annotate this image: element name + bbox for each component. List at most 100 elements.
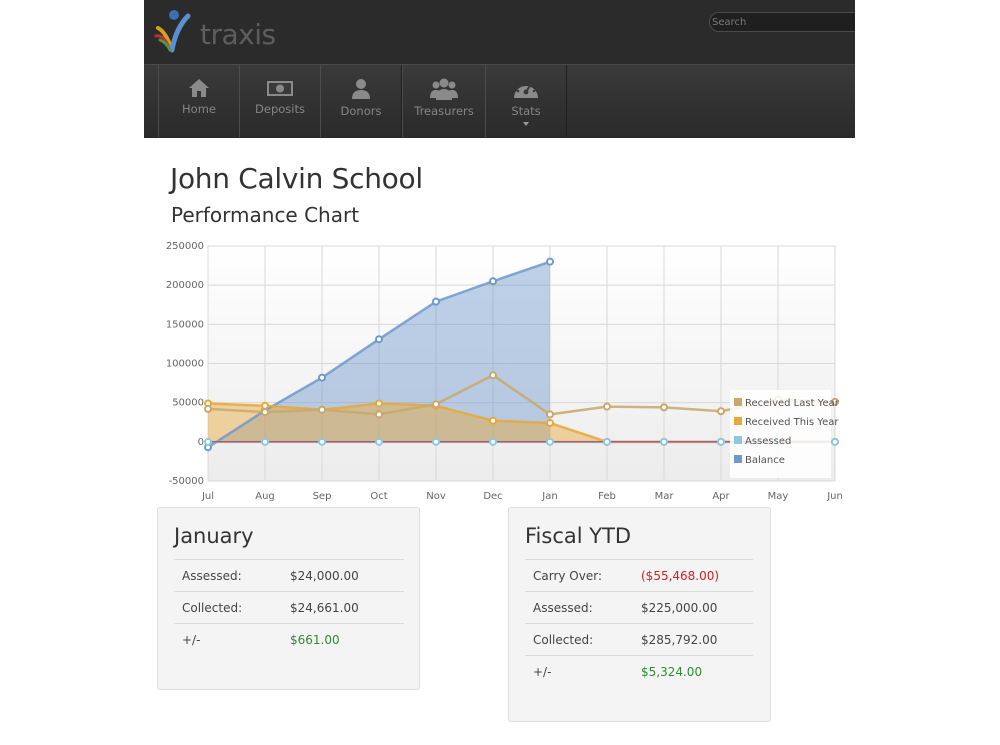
nav-item-home[interactable]: Home xyxy=(158,65,240,137)
data-point xyxy=(261,408,269,417)
x-tick-label: Dec xyxy=(483,491,502,502)
page-title: John Calvin School xyxy=(170,162,423,195)
row-label: Carry Over: xyxy=(525,559,633,592)
search-input[interactable] xyxy=(709,12,855,32)
x-tick-label: Nov xyxy=(426,491,446,502)
data-point xyxy=(318,405,326,414)
home-icon xyxy=(189,79,209,97)
data-point xyxy=(489,416,497,425)
row-value: $24,661.00 xyxy=(282,591,404,624)
data-point xyxy=(375,437,383,446)
x-tick-label: May xyxy=(768,491,789,502)
top-header: traxis xyxy=(144,0,855,64)
table-row: +/- $5,324.00 xyxy=(525,655,753,687)
y-tick-label: -50000 xyxy=(169,476,204,487)
row-label: +/- xyxy=(525,655,633,687)
row-label: Assessed: xyxy=(525,591,633,624)
legend-swatch xyxy=(734,398,742,406)
legend-swatch xyxy=(734,417,742,425)
x-tick-label: Oct xyxy=(370,491,387,502)
data-point xyxy=(660,437,668,446)
x-tick-label: Feb xyxy=(598,491,616,502)
y-tick-label: 100000 xyxy=(166,359,204,370)
legend-swatch xyxy=(734,455,742,463)
row-value: $5,324.00 xyxy=(633,655,753,687)
data-point xyxy=(603,402,611,411)
y-tick-label: 150000 xyxy=(166,319,204,330)
data-point xyxy=(603,437,611,446)
january-panel: January Assessed: $24,000.00 Collected: … xyxy=(157,507,420,690)
nav-label-home: Home xyxy=(182,102,216,116)
row-value: $285,792.00 xyxy=(633,623,753,656)
data-point xyxy=(660,403,668,412)
data-point xyxy=(546,419,554,428)
data-point xyxy=(489,277,497,286)
data-point xyxy=(375,335,383,344)
user-icon xyxy=(352,79,370,99)
x-tick-label: Jul xyxy=(201,491,214,502)
x-tick-label: Sep xyxy=(313,491,332,502)
x-tick-label: Aug xyxy=(255,491,275,502)
nav-item-donors[interactable]: Donors xyxy=(320,65,402,137)
nav-label-donors: Donors xyxy=(340,104,382,118)
data-point xyxy=(375,410,383,419)
table-row: Collected: $285,792.00 xyxy=(525,623,753,656)
fiscal-ytd-panel: Fiscal YTD Carry Over: ($55,468.00) Asse… xyxy=(508,507,771,722)
y-tick-label: 50000 xyxy=(172,398,204,409)
traxis-logo[interactable]: traxis xyxy=(152,6,276,54)
nav-item-stats[interactable]: Stats xyxy=(485,65,567,137)
x-tick-label: Jun xyxy=(826,491,843,502)
data-point xyxy=(546,257,554,266)
x-tick-label: Mar xyxy=(655,491,675,502)
legend-label: Received Last Year xyxy=(745,398,840,409)
x-tick-label: Apr xyxy=(712,491,730,502)
table-row: +/- $661.00 xyxy=(174,623,404,655)
fiscal-ytd-table: Carry Over: ($55,468.00) Assessed: $225,… xyxy=(525,559,753,687)
data-point xyxy=(489,371,497,380)
data-point xyxy=(204,437,212,446)
row-value: $661.00 xyxy=(282,623,404,655)
row-label: Collected: xyxy=(174,591,282,624)
x-tick-label: Jan xyxy=(541,491,557,502)
data-point xyxy=(717,407,725,416)
nav-item-treasurers[interactable]: Treasurers xyxy=(402,65,486,137)
fiscal-ytd-title: Fiscal YTD xyxy=(525,524,632,548)
data-point xyxy=(432,400,440,409)
legend-label: Balance xyxy=(745,455,785,466)
y-tick-label: 200000 xyxy=(166,280,204,291)
data-point xyxy=(204,404,212,413)
row-label: Assessed: xyxy=(174,559,282,592)
data-point xyxy=(546,410,554,419)
nav-label-treasurers: Treasurers xyxy=(414,104,474,118)
data-point xyxy=(318,437,326,446)
chevron-down-icon xyxy=(523,122,529,126)
data-point xyxy=(432,437,440,446)
data-point xyxy=(432,297,440,306)
legend-box xyxy=(730,390,831,478)
data-point xyxy=(375,399,383,408)
performance-chart: 250000 200000 150000 100000 50000 0 -50000 Jul… xyxy=(166,241,843,502)
main-nav: Home Deposits Donors Treasurers xyxy=(144,64,855,138)
row-label: +/- xyxy=(174,623,282,655)
dashboard-icon xyxy=(514,81,538,98)
y-tick-label: 250000 xyxy=(166,241,204,252)
data-point xyxy=(831,397,839,406)
logo-figure-icon xyxy=(154,10,191,53)
legend-label: Assessed xyxy=(745,436,791,447)
logo-text: traxis xyxy=(200,18,276,51)
page-subtitle: Performance Chart xyxy=(171,203,360,227)
nav-label-stats: Stats xyxy=(511,104,541,118)
table-row: Assessed: $225,000.00 xyxy=(525,591,753,624)
data-point xyxy=(318,373,326,382)
data-point xyxy=(261,437,269,446)
group-icon xyxy=(430,78,458,100)
nav-label-deposits: Deposits xyxy=(255,102,305,116)
y-tick-label: 0 xyxy=(198,437,204,448)
legend-label: Received This Year xyxy=(745,417,839,428)
series-area-3 xyxy=(208,261,550,448)
nav-item-deposits[interactable]: Deposits xyxy=(239,65,321,137)
row-value: $24,000.00 xyxy=(282,559,404,592)
data-point xyxy=(261,401,269,410)
table-row: Carry Over: ($55,468.00) xyxy=(525,559,753,592)
data-point xyxy=(717,437,725,446)
